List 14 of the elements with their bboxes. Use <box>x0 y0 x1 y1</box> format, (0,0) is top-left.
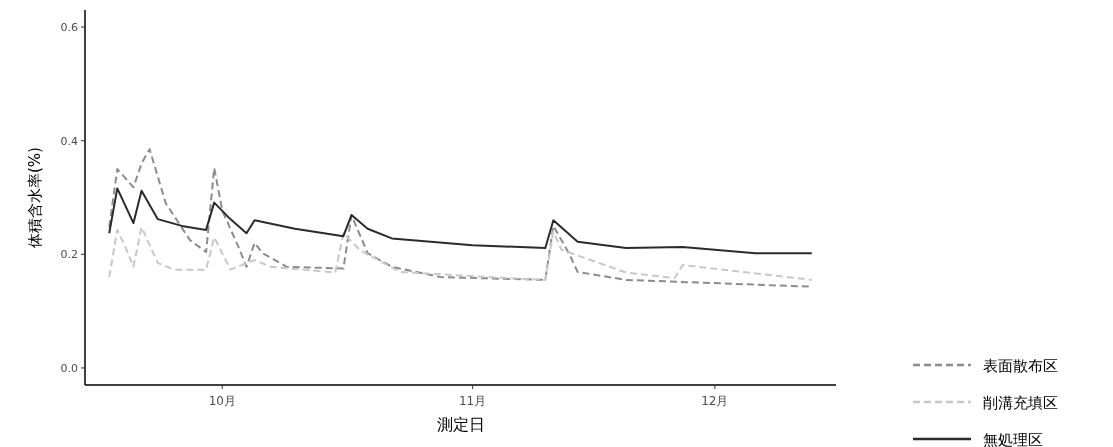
x-tick-label: 11月 <box>458 394 487 408</box>
x-tick-label: 10月 <box>208 394 236 408</box>
y-axis-title: 体積含水率(%) <box>26 147 44 248</box>
line-series <box>108 187 813 255</box>
legend-label: 無処理区 <box>983 431 1043 447</box>
y-tick-label: 0.4 <box>60 134 78 148</box>
x-axis-title: 測定日 <box>436 415 485 434</box>
legend-label: 削溝充填区 <box>983 394 1058 412</box>
y-tick-label: 0.6 <box>60 21 78 35</box>
y-tick-label: 0.0 <box>60 361 78 375</box>
line-series <box>108 226 813 281</box>
legend-label: 表面散布区 <box>983 357 1058 375</box>
x-tick-label: 12月 <box>701 394 729 408</box>
y-tick-label: 0.2 <box>60 248 78 262</box>
